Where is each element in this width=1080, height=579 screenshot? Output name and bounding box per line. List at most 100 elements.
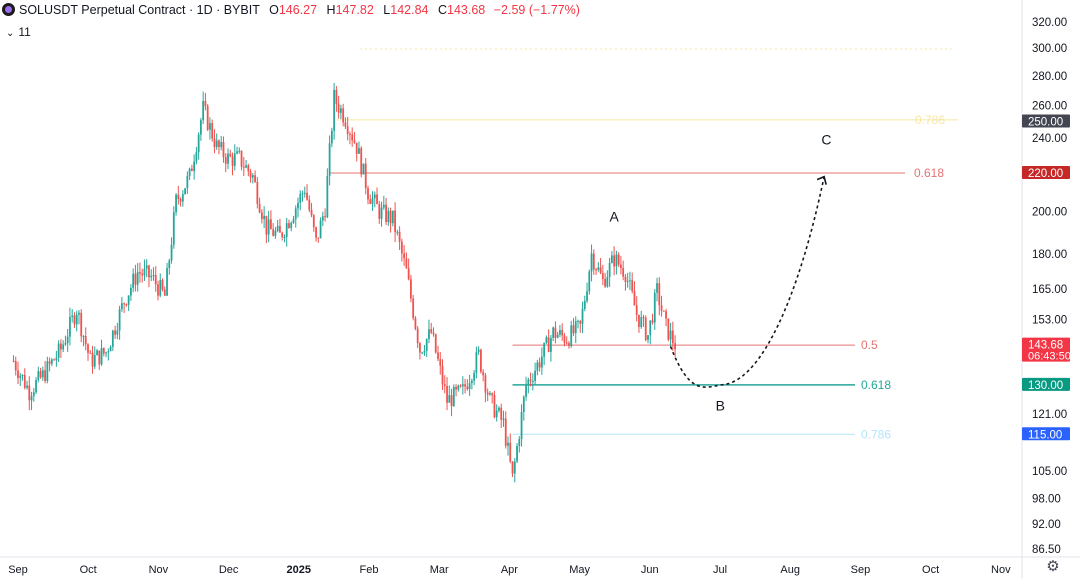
candle (437, 345, 439, 362)
candle (321, 211, 324, 227)
candle-body (513, 461, 516, 474)
candle-body (416, 328, 419, 344)
candle (312, 214, 315, 232)
open-value: 146.27 (278, 3, 318, 17)
candle-body (127, 295, 130, 305)
candle-body (132, 273, 135, 288)
candle-body (556, 334, 559, 338)
candle (649, 320, 652, 345)
candle (206, 104, 209, 132)
price-badge-bg (1022, 427, 1070, 441)
candle (633, 281, 636, 306)
price-badge-130.00: 130.00 (1022, 377, 1070, 392)
candle-body (267, 219, 270, 235)
candle-body (550, 337, 552, 352)
time-tick-label: Mar (430, 564, 449, 576)
candle (28, 376, 31, 411)
candle (556, 331, 559, 339)
candle-body (407, 268, 410, 280)
candle-body (504, 418, 507, 446)
candle (502, 410, 505, 427)
high-value: 147.82 (335, 3, 374, 17)
candle (407, 258, 410, 281)
candle-body (258, 203, 261, 213)
time-axis[interactable]: Sep Oct Nov Dec 2025 Feb Mar Apr May Jun Jul Aug Sep… (8, 564, 1011, 576)
candle-body (107, 351, 110, 353)
candle-body (419, 343, 421, 353)
price-badge-label: 115.00 (1028, 429, 1062, 441)
candle (626, 272, 629, 288)
candle (674, 335, 676, 357)
candle-body (617, 254, 620, 265)
candle-body (238, 150, 241, 152)
plot-background (0, 0, 1022, 557)
candle-body (319, 220, 322, 239)
candle-body (464, 384, 466, 387)
candle-body (346, 126, 349, 134)
candle-body (340, 108, 342, 113)
symbol-title[interactable]: SOLUSDT Perpetual Contract · 1D · BYBIT (19, 3, 260, 17)
candle (545, 335, 548, 345)
candle-body (649, 320, 652, 336)
candle-body (599, 267, 602, 274)
candle-body (446, 385, 448, 403)
indicator-count: 11 (18, 25, 31, 39)
candle-body (493, 395, 496, 418)
settings-gear-icon[interactable]: ⚙ (1046, 558, 1060, 575)
candle (364, 157, 367, 195)
candle-body (583, 300, 586, 309)
candle-body (21, 374, 24, 376)
candle-body (410, 279, 412, 299)
candle-body (565, 342, 568, 344)
candle-body (236, 151, 238, 154)
candle (152, 267, 155, 281)
candle (522, 395, 525, 421)
candle-body (461, 384, 464, 387)
candle (464, 378, 466, 394)
candle-body (633, 291, 636, 306)
candle (599, 257, 602, 275)
chevron-down-icon[interactable]: ⌄ (6, 28, 15, 39)
candle-body (430, 329, 433, 333)
candle (274, 227, 277, 239)
candle-body (204, 101, 207, 107)
candle (360, 146, 363, 178)
candle (227, 148, 229, 170)
candle-body (143, 268, 146, 276)
candle-body (202, 101, 205, 121)
candle (136, 263, 139, 292)
price-axis[interactable]: 320.00 300.00 280.00 260.00 240.00 220.00 200.… (1022, 17, 1071, 556)
candle-body (105, 352, 107, 354)
candle (315, 226, 317, 242)
change-value: −2.59 (−1.77%) (493, 3, 580, 17)
time-tick-label: Jun (641, 564, 659, 576)
candle-body (60, 343, 62, 350)
candle (154, 266, 157, 292)
candle-body (28, 385, 31, 401)
candle (642, 314, 645, 327)
candle-body (498, 407, 500, 411)
indicators-toggle[interactable]: ⌄ 11 (6, 25, 31, 39)
candle-body (170, 244, 173, 261)
candle (263, 206, 266, 229)
candle (303, 186, 306, 198)
candle (669, 322, 672, 347)
candle (265, 215, 268, 244)
candles-layer (12, 82, 676, 483)
candle (586, 282, 588, 304)
candle-body (486, 392, 489, 395)
candle (197, 132, 200, 160)
candle-body (651, 320, 654, 323)
candle-body (534, 370, 536, 382)
candle (355, 142, 358, 162)
price-tick-label: 200.00 (1032, 206, 1067, 218)
candle (554, 321, 557, 344)
candle-body (181, 194, 184, 202)
price-badge-label: 220.00 (1028, 168, 1063, 180)
open-label: O (269, 3, 279, 17)
candle (419, 342, 421, 360)
candle (583, 295, 586, 312)
candle-body (385, 204, 387, 223)
